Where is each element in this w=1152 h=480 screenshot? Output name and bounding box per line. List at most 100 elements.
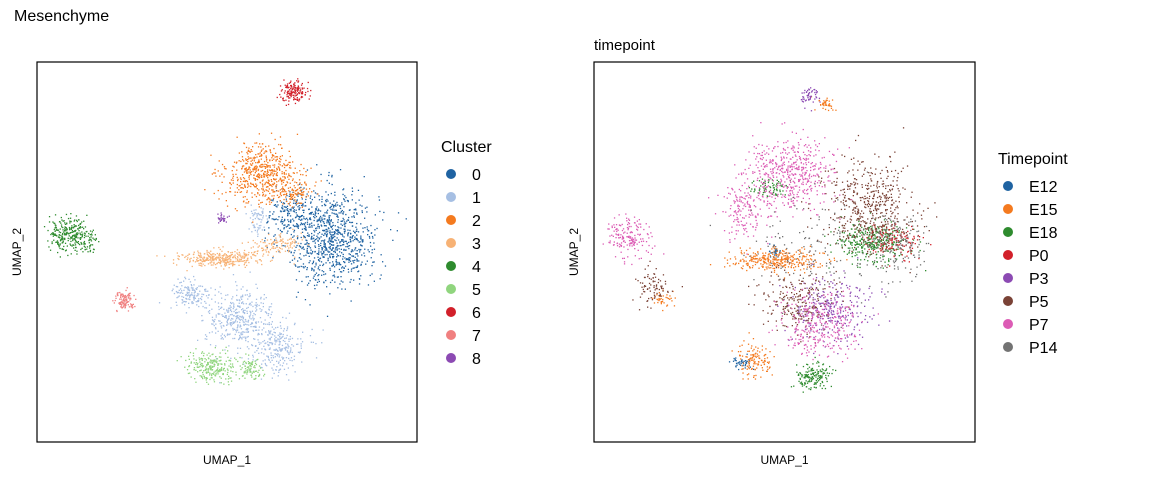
data-point	[249, 293, 251, 295]
data-point	[306, 87, 309, 90]
data-point	[869, 241, 871, 244]
data-point	[229, 191, 232, 193]
data-point	[316, 164, 318, 166]
data-point	[257, 153, 259, 155]
data-point	[236, 187, 238, 189]
data-point	[71, 245, 73, 247]
data-point	[875, 228, 878, 230]
data-point	[341, 288, 343, 290]
data-point	[766, 263, 768, 265]
data-point	[274, 343, 276, 345]
data-point	[323, 240, 325, 242]
data-point	[343, 267, 345, 269]
data-point	[130, 305, 132, 307]
data-point	[356, 260, 358, 262]
data-point	[187, 286, 190, 289]
data-point	[338, 262, 341, 265]
data-point	[278, 338, 280, 340]
data-point	[296, 200, 298, 202]
data-point	[273, 349, 275, 351]
data-point	[283, 347, 285, 349]
data-point	[349, 260, 352, 262]
data-point	[316, 281, 319, 283]
data-point	[317, 278, 320, 281]
data-point	[925, 270, 927, 272]
data-point	[73, 220, 75, 222]
data-point	[347, 245, 349, 247]
data-point	[348, 253, 350, 255]
data-point	[855, 241, 857, 243]
data-point	[202, 377, 204, 380]
data-point	[246, 289, 248, 292]
data-point	[256, 231, 258, 233]
data-point	[331, 265, 333, 267]
data-point	[259, 143, 261, 145]
data-point	[764, 358, 766, 360]
data-point	[787, 257, 789, 259]
data-point	[278, 347, 281, 349]
data-point	[54, 227, 56, 229]
data-point	[72, 239, 74, 242]
data-point	[60, 224, 63, 226]
data-point	[74, 230, 76, 232]
data-point	[753, 376, 755, 378]
data-point	[252, 354, 254, 356]
data-point	[344, 257, 346, 259]
data-point	[351, 199, 353, 201]
data-point	[763, 262, 765, 264]
data-point	[53, 239, 55, 241]
data-point	[307, 232, 309, 234]
data-point	[246, 172, 248, 174]
data-point	[879, 257, 881, 259]
data-point	[76, 219, 78, 221]
data-point	[311, 252, 313, 254]
data-point	[825, 374, 827, 377]
data-point	[236, 329, 239, 331]
data-point	[255, 305, 258, 307]
data-point	[221, 257, 223, 259]
data-point	[762, 252, 764, 254]
data-point	[286, 182, 289, 184]
data-point	[245, 372, 247, 374]
data-point	[230, 367, 232, 369]
data-point	[343, 198, 345, 200]
data-point	[72, 231, 74, 233]
data-point	[759, 351, 761, 353]
data-point	[335, 229, 337, 231]
data-point	[278, 371, 280, 373]
data-point	[217, 373, 219, 375]
data-point	[905, 227, 908, 229]
data-point	[798, 261, 801, 263]
data-point	[282, 194, 285, 196]
data-point	[230, 325, 232, 327]
data-point	[303, 191, 305, 193]
data-point	[193, 367, 196, 369]
data-point	[232, 302, 234, 304]
data-point	[197, 300, 199, 302]
data-point	[329, 215, 331, 217]
data-point	[250, 247, 252, 249]
data-point	[264, 342, 266, 345]
data-point	[281, 188, 283, 190]
data-point	[376, 227, 378, 230]
data-point	[222, 246, 224, 248]
data-point	[198, 264, 200, 266]
data-point	[246, 198, 248, 201]
data-point	[232, 329, 234, 331]
data-point	[728, 361, 731, 363]
data-point	[197, 362, 199, 364]
data-point	[255, 170, 257, 172]
data-point	[256, 303, 258, 306]
data-point	[255, 213, 257, 215]
legend-label: 5	[472, 282, 481, 299]
data-point	[309, 197, 311, 199]
data-point	[828, 103, 830, 106]
data-point	[371, 235, 374, 238]
data-point	[280, 96, 282, 98]
data-point	[231, 317, 233, 320]
data-point	[273, 166, 276, 168]
data-point	[762, 264, 764, 266]
data-point	[242, 316, 245, 318]
data-point	[748, 332, 750, 334]
data-point	[192, 287, 194, 289]
